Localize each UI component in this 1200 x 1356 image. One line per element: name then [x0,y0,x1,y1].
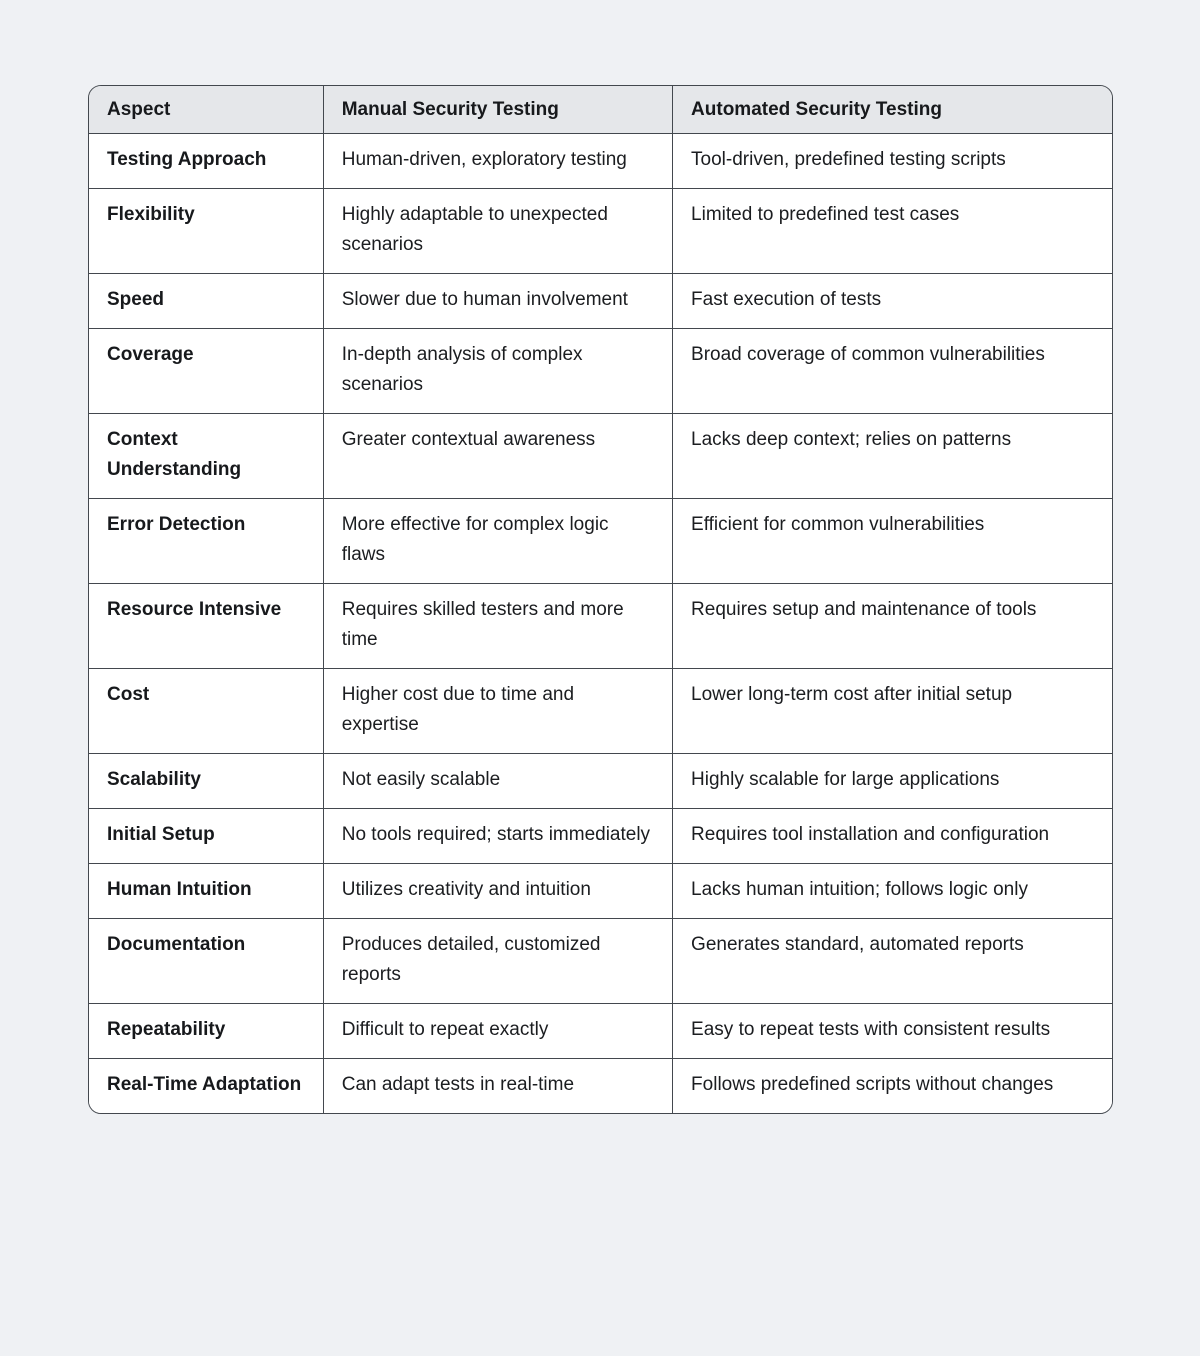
header-row: Aspect Manual Security Testing Automated… [89,86,1112,134]
column-header-manual: Manual Security Testing [323,86,674,134]
comparison-table-card: Aspect Manual Security Testing Automated… [88,85,1113,1114]
comparison-table: Aspect Manual Security Testing Automated… [89,86,1112,1113]
table-row: Repeatability Difficult to repeat exactly… [89,1003,1112,1059]
aspect-cell: Testing Approach [89,133,324,189]
automated-cell: Follows predefined scripts without chang… [672,1058,1112,1113]
automated-cell: Requires setup and maintenance of tools [672,583,1112,669]
table-row: Flexibility Highly adaptable to unexpecte… [89,188,1112,274]
automated-cell: Lower long-term cost after initial setup [672,668,1112,754]
table-row: Human Intuition Utilizes creativity and i… [89,863,1112,919]
automated-cell: Requires tool installation and configura… [672,808,1112,864]
table-row: Context Understanding Greater contextual … [89,413,1112,499]
table-row: Speed Slower due to human involvement Fast… [89,273,1112,329]
aspect-cell: Resource Intensive [89,583,324,669]
manual-cell: Can adapt tests in real-time [323,1058,674,1113]
aspect-cell: Scalability [89,753,324,809]
table-row: Cost Higher cost due to time and expertis… [89,668,1112,754]
aspect-cell: Flexibility [89,188,324,274]
aspect-cell: Repeatability [89,1003,324,1059]
table-row: Documentation Produces detailed, customiz… [89,918,1112,1004]
manual-cell: More effective for complex logic flaws [323,498,674,584]
table-body: Testing Approach Human-driven, explorator… [89,133,1112,1113]
manual-cell: Difficult to repeat exactly [323,1003,674,1059]
automated-cell: Broad coverage of common vulnerabilities [672,328,1112,414]
aspect-cell: Speed [89,273,324,329]
automated-cell: Lacks human intuition; follows logic onl… [672,863,1112,919]
table-row: Error Detection More effective for comple… [89,498,1112,584]
manual-cell: In-depth analysis of complex scenarios [323,328,674,414]
manual-cell: Utilizes creativity and intuition [323,863,674,919]
column-header-automated: Automated Security Testing [672,86,1112,134]
aspect-cell: Cost [89,668,324,754]
automated-cell: Highly scalable for large applications [672,753,1112,809]
automated-cell: Efficient for common vulnerabilities [672,498,1112,584]
table-row: Testing Approach Human-driven, explorator… [89,133,1112,189]
aspect-cell: Real-Time Adaptation [89,1058,324,1113]
aspect-cell: Initial Setup [89,808,324,864]
manual-cell: Human-driven, exploratory testing [323,133,674,189]
automated-cell: Lacks deep context; relies on patterns [672,413,1112,499]
table-row: Real-Time Adaptation Can adapt tests in r… [89,1058,1112,1113]
aspect-cell: Documentation [89,918,324,1004]
manual-cell: Higher cost due to time and expertise [323,668,674,754]
automated-cell: Limited to predefined test cases [672,188,1112,274]
automated-cell: Easy to repeat tests with consistent res… [672,1003,1112,1059]
automated-cell: Tool-driven, predefined testing scripts [672,133,1112,189]
automated-cell: Generates standard, automated reports [672,918,1112,1004]
manual-cell: Not easily scalable [323,753,674,809]
manual-cell: Highly adaptable to unexpected scenarios [323,188,674,274]
manual-cell: Greater contextual awareness [323,413,674,499]
manual-cell: No tools required; starts immediately [323,808,674,864]
aspect-cell: Context Understanding [89,413,324,499]
manual-cell: Produces detailed, customized reports [323,918,674,1004]
manual-cell: Requires skilled testers and more time [323,583,674,669]
aspect-cell: Human Intuition [89,863,324,919]
aspect-cell: Coverage [89,328,324,414]
column-header-aspect: Aspect [89,86,324,134]
table-header: Aspect Manual Security Testing Automated… [89,86,1112,134]
table-row: Initial Setup No tools required; starts i… [89,808,1112,864]
table-row: Resource Intensive Requires skilled teste… [89,583,1112,669]
manual-cell: Slower due to human involvement [323,273,674,329]
table-row: Scalability Not easily scalable Highly sca… [89,753,1112,809]
automated-cell: Fast execution of tests [672,273,1112,329]
table-row: Coverage In-depth analysis of complex sce… [89,328,1112,414]
aspect-cell: Error Detection [89,498,324,584]
